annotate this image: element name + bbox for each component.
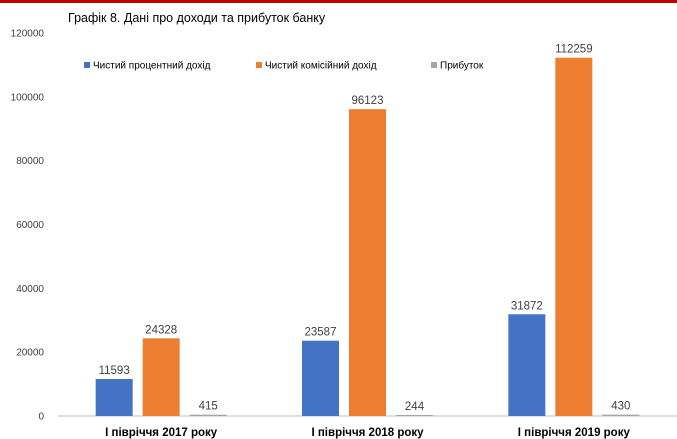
data-label: 31872	[511, 300, 543, 312]
data-label: 23587	[305, 327, 337, 339]
data-label: 415	[199, 401, 218, 413]
data-label: 430	[611, 401, 630, 413]
bar	[302, 340, 339, 416]
y-tick-label: 20000	[16, 348, 44, 359]
bar	[189, 414, 227, 416]
data-label: 112259	[555, 44, 593, 56]
legend-swatch	[431, 62, 437, 68]
bar	[142, 338, 180, 416]
data-label: 244	[405, 401, 425, 413]
legend-label: Чистий комісійний дохід	[265, 61, 377, 72]
y-tick-label: 80000	[16, 156, 44, 167]
y-tick-label: 60000	[16, 220, 44, 231]
chart-title: Графік 8. Дані про доходи та прибуток ба…	[68, 11, 326, 25]
legend-swatch	[84, 62, 90, 68]
y-tick-label: 120000	[11, 29, 45, 40]
bar	[508, 314, 546, 416]
bar	[349, 109, 386, 416]
bar	[396, 415, 433, 416]
legend-label: Прибуток	[440, 60, 484, 72]
data-label: 96123	[352, 95, 384, 107]
legend-label: Чистий процентний дохід	[93, 61, 211, 72]
x-tick-label: І півріччя 2018 року	[311, 427, 424, 439]
top-rule	[0, 0, 677, 3]
x-tick-label: І півріччя 2017 року	[105, 427, 218, 439]
x-tick-label: І півріччя 2019 року	[518, 427, 631, 439]
bar	[555, 57, 593, 416]
bar	[95, 378, 133, 416]
legend-swatch	[256, 62, 262, 68]
data-label: 24328	[145, 324, 177, 336]
y-tick-label: 100000	[11, 92, 45, 103]
data-label: 11593	[99, 365, 130, 377]
bar	[602, 414, 640, 416]
y-tick-label: 0	[38, 412, 44, 423]
y-tick-label: 40000	[16, 284, 44, 295]
